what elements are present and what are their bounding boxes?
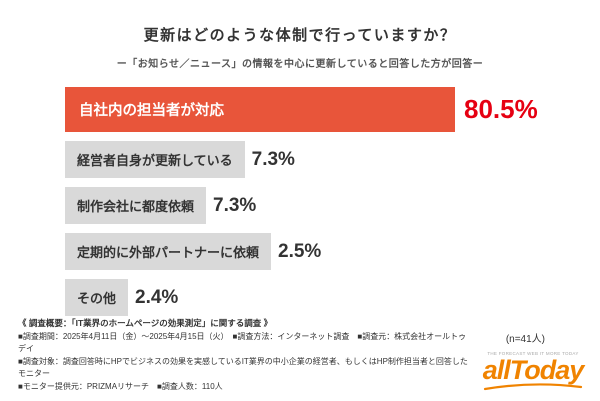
survey-detail-line: ■モニター提供元：PRIZMAリサーチ ■調査人数：110人 <box>18 381 223 391</box>
bar-segment: 自社内の担当者が対応 <box>65 87 455 132</box>
page-title: 更新はどのような体制で行っていますか？ <box>143 27 457 44</box>
sample-size-note: (n=41人) <box>505 334 545 345</box>
alltoday-logo: THE FORECAST WEB IT MORE TODAY allToday <box>478 351 588 391</box>
survey-detail-line: ■調査対象：調査回答時にHPでビジネスの効果を実感しているIT業界の中小企業の経… <box>18 356 468 379</box>
bar-value-label: 7.3% <box>251 148 295 170</box>
horizontal-bar-chart: 自社内の担当者が対応 80.5% 経営者自身が更新している 7.3% 制作会社に都度依頼… <box>0 87 600 316</box>
bar-segment: 経営者自身が更新している <box>65 141 245 178</box>
bar-row: 自社内の担当者が対応 80.5% <box>65 87 600 132</box>
bar-row: 経営者自身が更新している 7.3% <box>65 141 600 178</box>
bar-segment: その他 <box>65 279 129 316</box>
logo-tagline: THE FORECAST WEB IT MORE TODAY <box>487 350 579 356</box>
bar-row: 制作会社に都度依頼 7.3% <box>65 187 600 224</box>
logo-swoosh-icon <box>483 383 583 391</box>
bar-value-label: 80.5% <box>464 94 538 124</box>
bar-value-label: 2.4% <box>135 286 179 308</box>
survey-overview-title: 《 調査概要：「IT業界のホームページの効果測定」に関する調査 》 <box>18 317 273 328</box>
survey-details: 《 調査概要：「IT業界のホームページの効果測定」に関する調査 》 ■調査期間：… <box>18 317 468 393</box>
page-subtitle: ー「お知らせ／ニュース」の情報を中心に更新していると回答した方が回答ー <box>116 59 484 70</box>
bar-row: その他 2.4% <box>65 279 600 316</box>
bar-segment: 定期的に外部パートナーに依頼 <box>65 233 272 270</box>
bar-row: 定期的に外部パートナーに依頼 2.5% <box>65 233 600 270</box>
bar-value-label: 7.3% <box>213 194 257 216</box>
bar-segment: 制作会社に都度依頼 <box>65 187 207 224</box>
bar-value-label: 2.5% <box>278 240 322 262</box>
survey-detail-line: ■調査期間：2025年4月11日（金）～2025年4月15日（火） ■調査方法：… <box>18 332 467 354</box>
logo-text: allToday <box>482 354 585 385</box>
